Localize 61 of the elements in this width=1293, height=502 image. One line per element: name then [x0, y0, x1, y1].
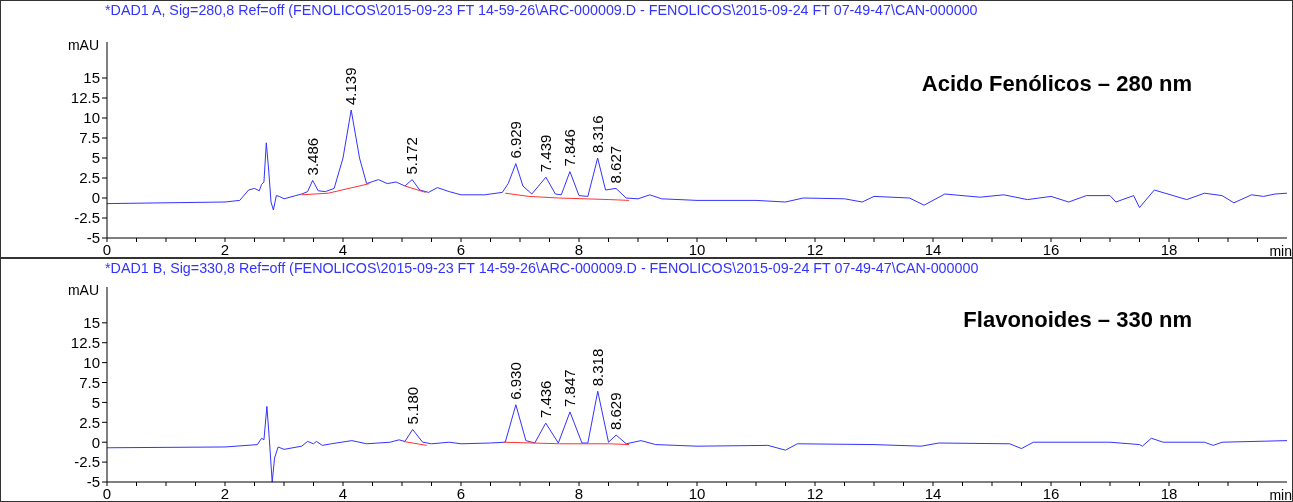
x-tick-label: 18	[1160, 240, 1178, 258]
x-tick-label: 4	[338, 240, 348, 258]
x-tick-label: 8	[574, 484, 584, 502]
annotation: 7.847	[560, 369, 578, 407]
y-tick-label: 10	[83, 353, 100, 371]
x-tick-label: 10	[688, 240, 706, 258]
y-tick-label: 10	[83, 109, 100, 127]
y-tick-label: 15	[83, 314, 100, 332]
annotation: 8.629	[607, 392, 625, 431]
x-tick-label: 14	[924, 240, 942, 258]
y-tick-label: -5	[86, 229, 100, 247]
x-tick-label: 2	[220, 240, 230, 258]
annotation: 3.486	[303, 137, 321, 176]
x-tick-label: 12	[806, 484, 824, 502]
annotation: 4.139	[342, 67, 360, 105]
annotation: Acido Fenólicos – 280 nm	[921, 71, 1192, 97]
annotation: 5.180	[403, 386, 421, 425]
chart-title: *DAD1 B, Sig=330,8 Ref=off (FENOLICOS\2015-09-23 FT 14-59-26\ARC-000009.D - FENOLICOS\2015-09-24 FT 07-49-47\CAN-000000	[105, 260, 979, 276]
annotation: Flavonoides – 330 nm	[963, 307, 1192, 333]
y-tick-label: -2.5	[74, 209, 100, 227]
y-tick-label: 12.5	[70, 334, 100, 352]
annotation: 6.930	[506, 362, 524, 400]
y-tick-label: -2.5	[74, 453, 100, 471]
y-axis-title: mAU	[67, 282, 99, 298]
annotation: 8.318	[588, 348, 606, 387]
x-tick-label: 6	[456, 484, 466, 502]
x-tick-label: 6	[456, 240, 466, 258]
y-tick-label: 5	[91, 149, 100, 167]
y-tick-label: 15	[83, 69, 100, 87]
y-tick-label: 0	[91, 433, 100, 451]
line-series	[107, 109, 1287, 211]
annotation: 6.929	[506, 121, 524, 159]
y-tick-label: 2.5	[79, 413, 100, 431]
x-tick-label: 14	[924, 484, 942, 502]
x-tick-label: 4	[338, 484, 348, 502]
x-tick-label: 10	[688, 484, 706, 502]
annotation: 7.436	[536, 380, 554, 419]
x-tick-label: 8	[574, 240, 584, 258]
y-tick-label: 0	[91, 189, 100, 207]
x-axis-title: min	[1269, 243, 1292, 259]
x-tick-label: 16	[1042, 484, 1060, 502]
y-tick-label: 7.5	[79, 129, 100, 147]
x-tick-label: 12	[806, 240, 824, 258]
y-tick-label: 5	[91, 393, 100, 411]
y-tick-label: 12.5	[70, 89, 100, 107]
x-tick-label: 0	[102, 484, 112, 502]
x-tick-label: 16	[1042, 240, 1060, 258]
annotation: 7.439	[536, 134, 554, 173]
x-tick-label: 2	[220, 484, 230, 502]
annotation: 5.172	[403, 137, 421, 175]
x-tick-label: 18	[1160, 484, 1178, 502]
y-tick-label: 7.5	[79, 373, 100, 391]
annotation: 8.627	[606, 145, 624, 184]
y-tick-label: 2.5	[79, 169, 100, 187]
chart-title: *DAD1 A, Sig=280,8 Ref=off (FENOLICOS\2015-09-23 FT 14-59-26\ARC-000009.D - FENOLICOS\2015-09-24 FT 07-49-47\CAN-000000	[105, 2, 978, 18]
x-axis-title: min	[1269, 487, 1292, 502]
y-tick-label: -5	[86, 473, 100, 491]
annotation: 7.846	[560, 129, 578, 167]
x-tick-label: 0	[102, 240, 112, 258]
y-axis-title: mAU	[67, 37, 99, 53]
annotation: 8.316	[588, 115, 606, 153]
